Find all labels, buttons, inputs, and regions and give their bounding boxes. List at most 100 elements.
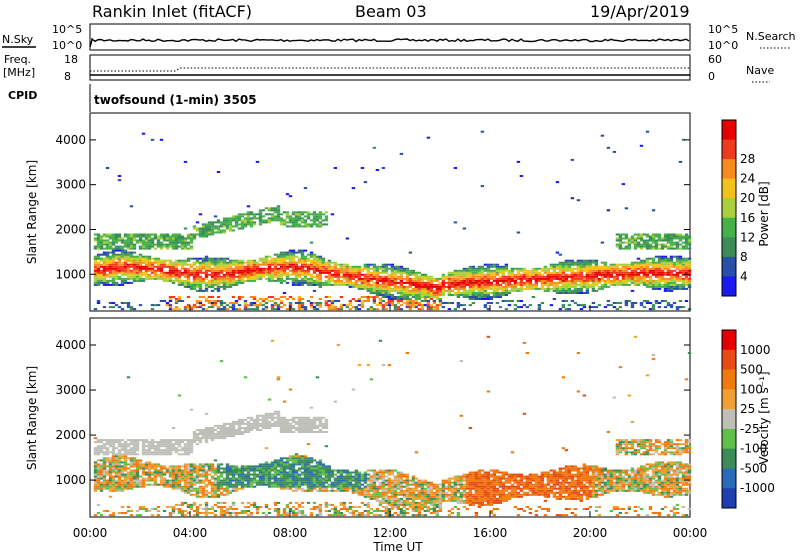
heatmap-cell xyxy=(270,296,275,298)
heatmap-cell xyxy=(210,433,215,435)
heatmap-cell xyxy=(357,285,362,288)
heatmap-cell xyxy=(549,287,554,290)
heatmap-cell xyxy=(225,433,230,435)
heatmap-cell xyxy=(588,267,593,270)
heatmap-cell xyxy=(522,267,527,270)
heatmap-cell xyxy=(435,285,440,288)
heatmap-cell xyxy=(192,283,197,286)
heatmap-cell xyxy=(318,273,323,276)
heatmap-cell xyxy=(549,304,554,307)
heatmap-cell xyxy=(651,245,656,248)
heatmap-cell xyxy=(681,279,686,282)
heatmap-cell xyxy=(453,273,458,276)
heatmap-cell xyxy=(417,277,422,280)
heatmap-cell xyxy=(393,273,398,276)
heatmap-cell xyxy=(582,267,587,270)
heatmap-cell xyxy=(150,243,155,246)
heatmap-cell xyxy=(654,275,659,278)
heatmap-cell xyxy=(468,273,473,276)
heatmap-cell xyxy=(486,271,491,274)
heatmap-cell xyxy=(186,279,191,282)
heatmap-cell xyxy=(468,287,473,290)
heatmap-cell xyxy=(366,263,371,266)
heatmap-cell xyxy=(579,259,584,262)
heatmap-cell xyxy=(660,245,665,248)
heatmap-cell xyxy=(324,300,329,302)
heatmap-cell xyxy=(465,289,470,292)
heatmap-cell xyxy=(252,259,257,262)
heatmap-cell xyxy=(429,304,434,307)
heatmap-cell xyxy=(396,306,401,309)
heatmap-cell xyxy=(471,273,476,276)
heatmap-cell xyxy=(186,475,191,478)
heatmap-cell xyxy=(168,269,173,272)
heatmap-cell xyxy=(678,277,683,280)
heatmap-cell xyxy=(186,491,191,494)
heatmap-cell xyxy=(138,467,143,470)
heatmap-cell xyxy=(213,279,218,282)
heatmap-cell xyxy=(501,300,506,302)
heatmap-cell xyxy=(339,267,344,270)
heatmap-cell xyxy=(228,506,233,508)
heatmap-cell xyxy=(618,302,623,304)
heatmap-cell xyxy=(222,481,227,484)
heatmap-cell xyxy=(678,283,683,286)
heatmap-cell xyxy=(213,503,218,506)
heatmap-cell xyxy=(549,271,554,274)
heatmap-cell xyxy=(357,279,362,282)
heatmap-cell xyxy=(201,231,206,234)
heatmap-cell xyxy=(111,255,116,258)
heatmap-cell xyxy=(111,306,116,309)
heatmap-cell xyxy=(120,263,125,266)
heatmap-cell xyxy=(225,422,230,425)
heatmap-cell xyxy=(231,435,236,438)
heatmap-cell xyxy=(216,467,221,470)
heatmap-cell xyxy=(243,473,248,476)
heatmap-cell xyxy=(219,481,224,484)
heatmap-cell xyxy=(153,265,158,268)
heatmap-cell xyxy=(477,292,482,294)
heatmap-cell xyxy=(642,243,647,246)
heatmap-cell xyxy=(621,273,626,276)
heatmap-cell xyxy=(309,302,314,304)
heatmap-cell xyxy=(303,223,308,226)
heatmap-cell xyxy=(264,267,269,270)
heatmap-cell xyxy=(225,221,230,224)
heatmap-cell xyxy=(315,257,320,260)
heatmap-cell xyxy=(342,283,347,286)
heatmap-cell xyxy=(399,265,404,268)
heatmap-cell xyxy=(192,501,197,504)
heatmap-cell xyxy=(657,283,662,286)
heatmap-cell xyxy=(381,275,386,278)
heatmap-cell xyxy=(567,279,572,282)
heatmap-cell xyxy=(165,467,170,470)
heatmap-cell xyxy=(150,463,155,466)
heatmap-cell xyxy=(210,263,215,266)
heatmap-cell xyxy=(111,273,116,276)
heatmap-cell xyxy=(441,294,446,296)
heatmap-cell xyxy=(669,245,674,248)
heatmap-cell xyxy=(510,277,515,280)
heatmap-cell xyxy=(507,271,512,274)
heatmap-cell xyxy=(132,259,137,262)
heatmap-cell xyxy=(267,465,272,468)
heatmap-cell xyxy=(645,245,650,248)
heatmap-cell xyxy=(132,273,137,276)
heatmap-cell xyxy=(246,215,251,218)
heatmap-cell xyxy=(618,235,623,238)
heatmap-cell xyxy=(177,449,182,452)
heatmap-cell xyxy=(96,475,101,478)
heatmap-cell xyxy=(138,508,143,510)
heatmap-cell xyxy=(633,241,638,244)
heatmap-cell xyxy=(234,467,239,470)
heatmap-cell xyxy=(615,308,620,311)
heatmap-cell xyxy=(141,241,146,244)
heatmap-cell xyxy=(225,304,230,307)
heatmap-cell xyxy=(237,469,242,472)
heatmap-cell xyxy=(99,475,104,478)
heatmap-cell xyxy=(252,481,257,484)
heatmap-cell xyxy=(489,298,494,300)
heatmap-cell xyxy=(498,265,503,268)
heatmap-cell xyxy=(204,437,209,440)
heatmap-cell xyxy=(639,235,644,238)
